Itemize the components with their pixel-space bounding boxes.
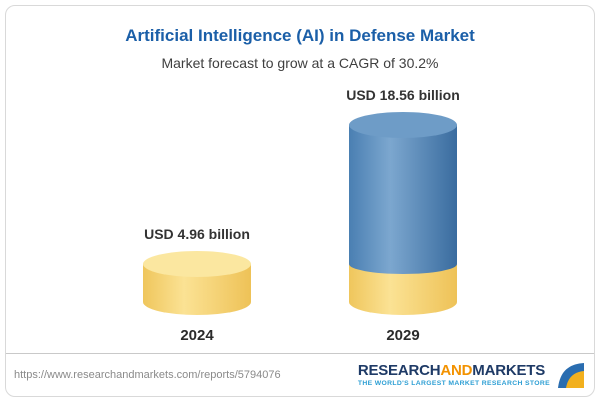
- brand-name-research: RESEARCH: [357, 362, 441, 379]
- bar-2029-cylinder-body: [349, 125, 457, 274]
- brand-tagline: THE WORLD'S LARGEST MARKET RESEARCH STOR…: [357, 380, 550, 387]
- brand-name-markets: MARKETS: [472, 362, 546, 379]
- brand-text: RESEARCHANDMARKETS THE WORLD'S LARGEST M…: [358, 363, 550, 387]
- report-url[interactable]: https://www.researchandmarkets.com/repor…: [14, 369, 281, 381]
- brand-name-and: AND: [440, 362, 473, 379]
- brand-mark-icon: [558, 363, 584, 388]
- chart-subtitle: Market forecast to grow at a CAGR of 30.…: [161, 55, 439, 71]
- chart-area: USD 4.96 billion 2024 USD 18.56 billion …: [6, 87, 594, 344]
- brand-logo[interactable]: RESEARCHANDMARKETS THE WORLD'S LARGEST M…: [358, 361, 586, 389]
- brand-name: RESEARCHANDMARKETS: [358, 363, 550, 378]
- bar-2024-cylinder: [143, 251, 251, 315]
- bar-2029-cylinder-top: [349, 112, 457, 138]
- bar-2029-cylinder: [349, 112, 457, 315]
- bar-2024: USD 4.96 billion 2024: [117, 226, 277, 344]
- bar-2029-category-label: 2029: [386, 327, 420, 344]
- chart-card: Artificial Intelligence (AI) in Defense …: [5, 5, 595, 397]
- footer: https://www.researchandmarkets.com/repor…: [6, 353, 594, 396]
- chart-title: Artificial Intelligence (AI) in Defense …: [125, 26, 475, 45]
- bar-2024-value-label: USD 4.96 billion: [144, 226, 250, 242]
- bar-2024-category-label: 2024: [180, 327, 214, 344]
- bar-2024-cylinder-top: [143, 251, 251, 277]
- bar-2029: USD 18.56 billion 2029: [323, 87, 483, 344]
- bar-2029-value-label: USD 18.56 billion: [346, 87, 460, 103]
